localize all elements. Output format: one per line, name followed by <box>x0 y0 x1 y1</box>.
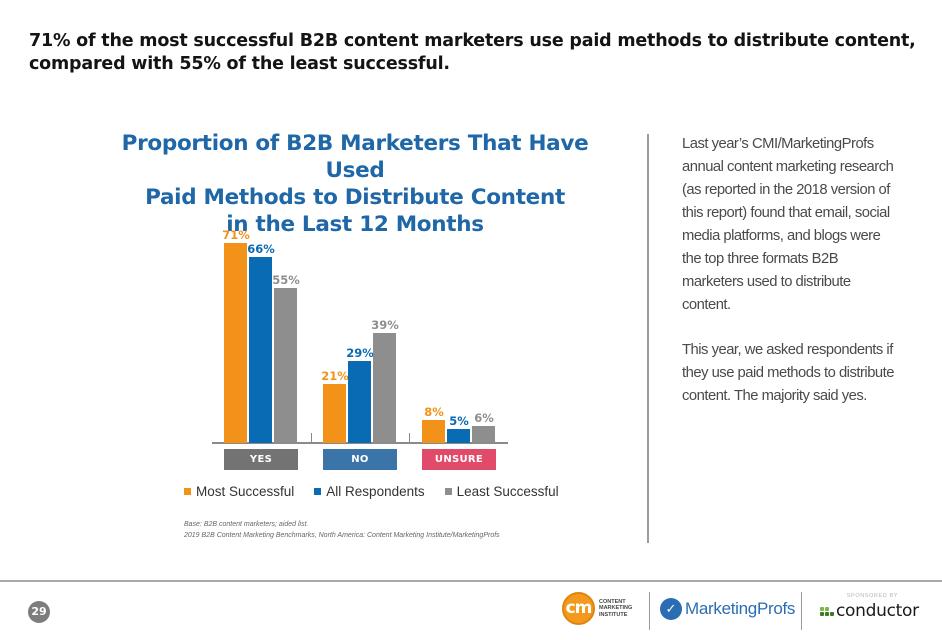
legend-swatch-icon <box>314 488 322 495</box>
legend-label: Most Successful <box>196 484 295 499</box>
legend-label: All Respondents <box>326 484 425 499</box>
bar-value-label: 21% <box>321 369 349 383</box>
bar-value-label: 5% <box>449 414 469 428</box>
bar-unsure-all-respondents <box>447 429 470 443</box>
legend-item: All Respondents <box>314 484 425 499</box>
category-label-no: NO <box>323 449 397 470</box>
bar-unsure-most-successful <box>422 420 445 443</box>
marketingprofs-logo-text: MarketingProfs <box>685 599 796 618</box>
x-axis-line <box>212 442 508 444</box>
legend-swatch-icon <box>184 488 191 495</box>
chart-title-line: Proportion of B2B Marketers That Have Us… <box>121 131 589 183</box>
headline-line-1: 71% of the most successful B2B content m… <box>29 31 916 51</box>
chart-legend: Most Successful All Respondents Least Succ… <box>184 484 559 499</box>
conductor-logo: SPONSORED BY conductor <box>820 593 930 621</box>
cmi-logo-text: CONTENT MARKETING INSTITUTE <box>599 598 633 618</box>
bar-no-all-respondents <box>348 361 371 443</box>
chart-source: Base: B2B content marketers; aided list.… <box>184 519 604 541</box>
legend-swatch-icon <box>444 488 452 495</box>
conductor-logo-text: conductor <box>836 601 919 621</box>
legend-item: Least Successful <box>444 484 559 499</box>
page-number-badge: 29 <box>28 601 50 623</box>
bar-yes-all-respondents <box>249 257 272 443</box>
conductor-dots-icon <box>820 607 834 616</box>
bar-yes-least-successful <box>274 288 297 443</box>
bar-value-label: 39% <box>371 318 399 332</box>
legend-item: Most Successful <box>184 484 294 499</box>
bar-value-label: 66% <box>247 242 275 256</box>
bar-unsure-least-successful <box>472 426 495 443</box>
chart-title: Proportion of B2B Marketers That Have Us… <box>100 130 610 238</box>
logo-separator <box>649 592 650 630</box>
bar-value-label: 6% <box>474 411 494 425</box>
bar-value-label: 55% <box>272 273 300 287</box>
category-label-unsure: UNSURE <box>422 449 496 470</box>
source-citation: 2019 B2B Content Marketing Benchmarks, N… <box>184 532 500 539</box>
axis-tick <box>311 433 312 443</box>
marketingprofs-logo: ✓ MarketingProfs <box>660 598 795 620</box>
source-base: Base: B2B content marketers; aided list. <box>184 521 309 528</box>
headline: 71% of the most successful B2B content m… <box>29 30 929 76</box>
footer-rule <box>0 580 942 582</box>
marketingprofs-logo-icon: ✓ <box>660 598 682 620</box>
bar-no-least-successful <box>373 333 396 443</box>
bar-no-most-successful <box>323 384 346 443</box>
sponsored-by-label: SPONSORED BY <box>846 593 898 599</box>
cmi-logo: cm CONTENT MARKETING INSTITUTE <box>562 592 639 625</box>
bar-yes-most-successful <box>224 243 247 443</box>
legend-label: Least Successful <box>456 484 559 499</box>
logo-separator <box>801 592 802 630</box>
vertical-divider <box>647 134 649 543</box>
sidebar-paragraph: Last year’s CMI/MarketingProfs annual co… <box>682 136 894 313</box>
axis-tick <box>409 433 410 443</box>
sidebar-text: Last year’s CMI/MarketingProfs annual co… <box>682 133 897 408</box>
chart-title-line: in the Last 12 Months <box>226 212 484 237</box>
sidebar-paragraph: This year, we asked respondents if they … <box>682 342 895 404</box>
category-label-yes: YES <box>224 449 298 470</box>
chart-title-line: Paid Methods to Distribute Content <box>145 185 565 210</box>
bar-value-label: 8% <box>424 405 444 419</box>
cmi-logo-icon: cm <box>562 592 595 625</box>
bar-value-label: 29% <box>346 346 374 360</box>
headline-line-2: compared with 55% of the least successfu… <box>29 54 450 74</box>
